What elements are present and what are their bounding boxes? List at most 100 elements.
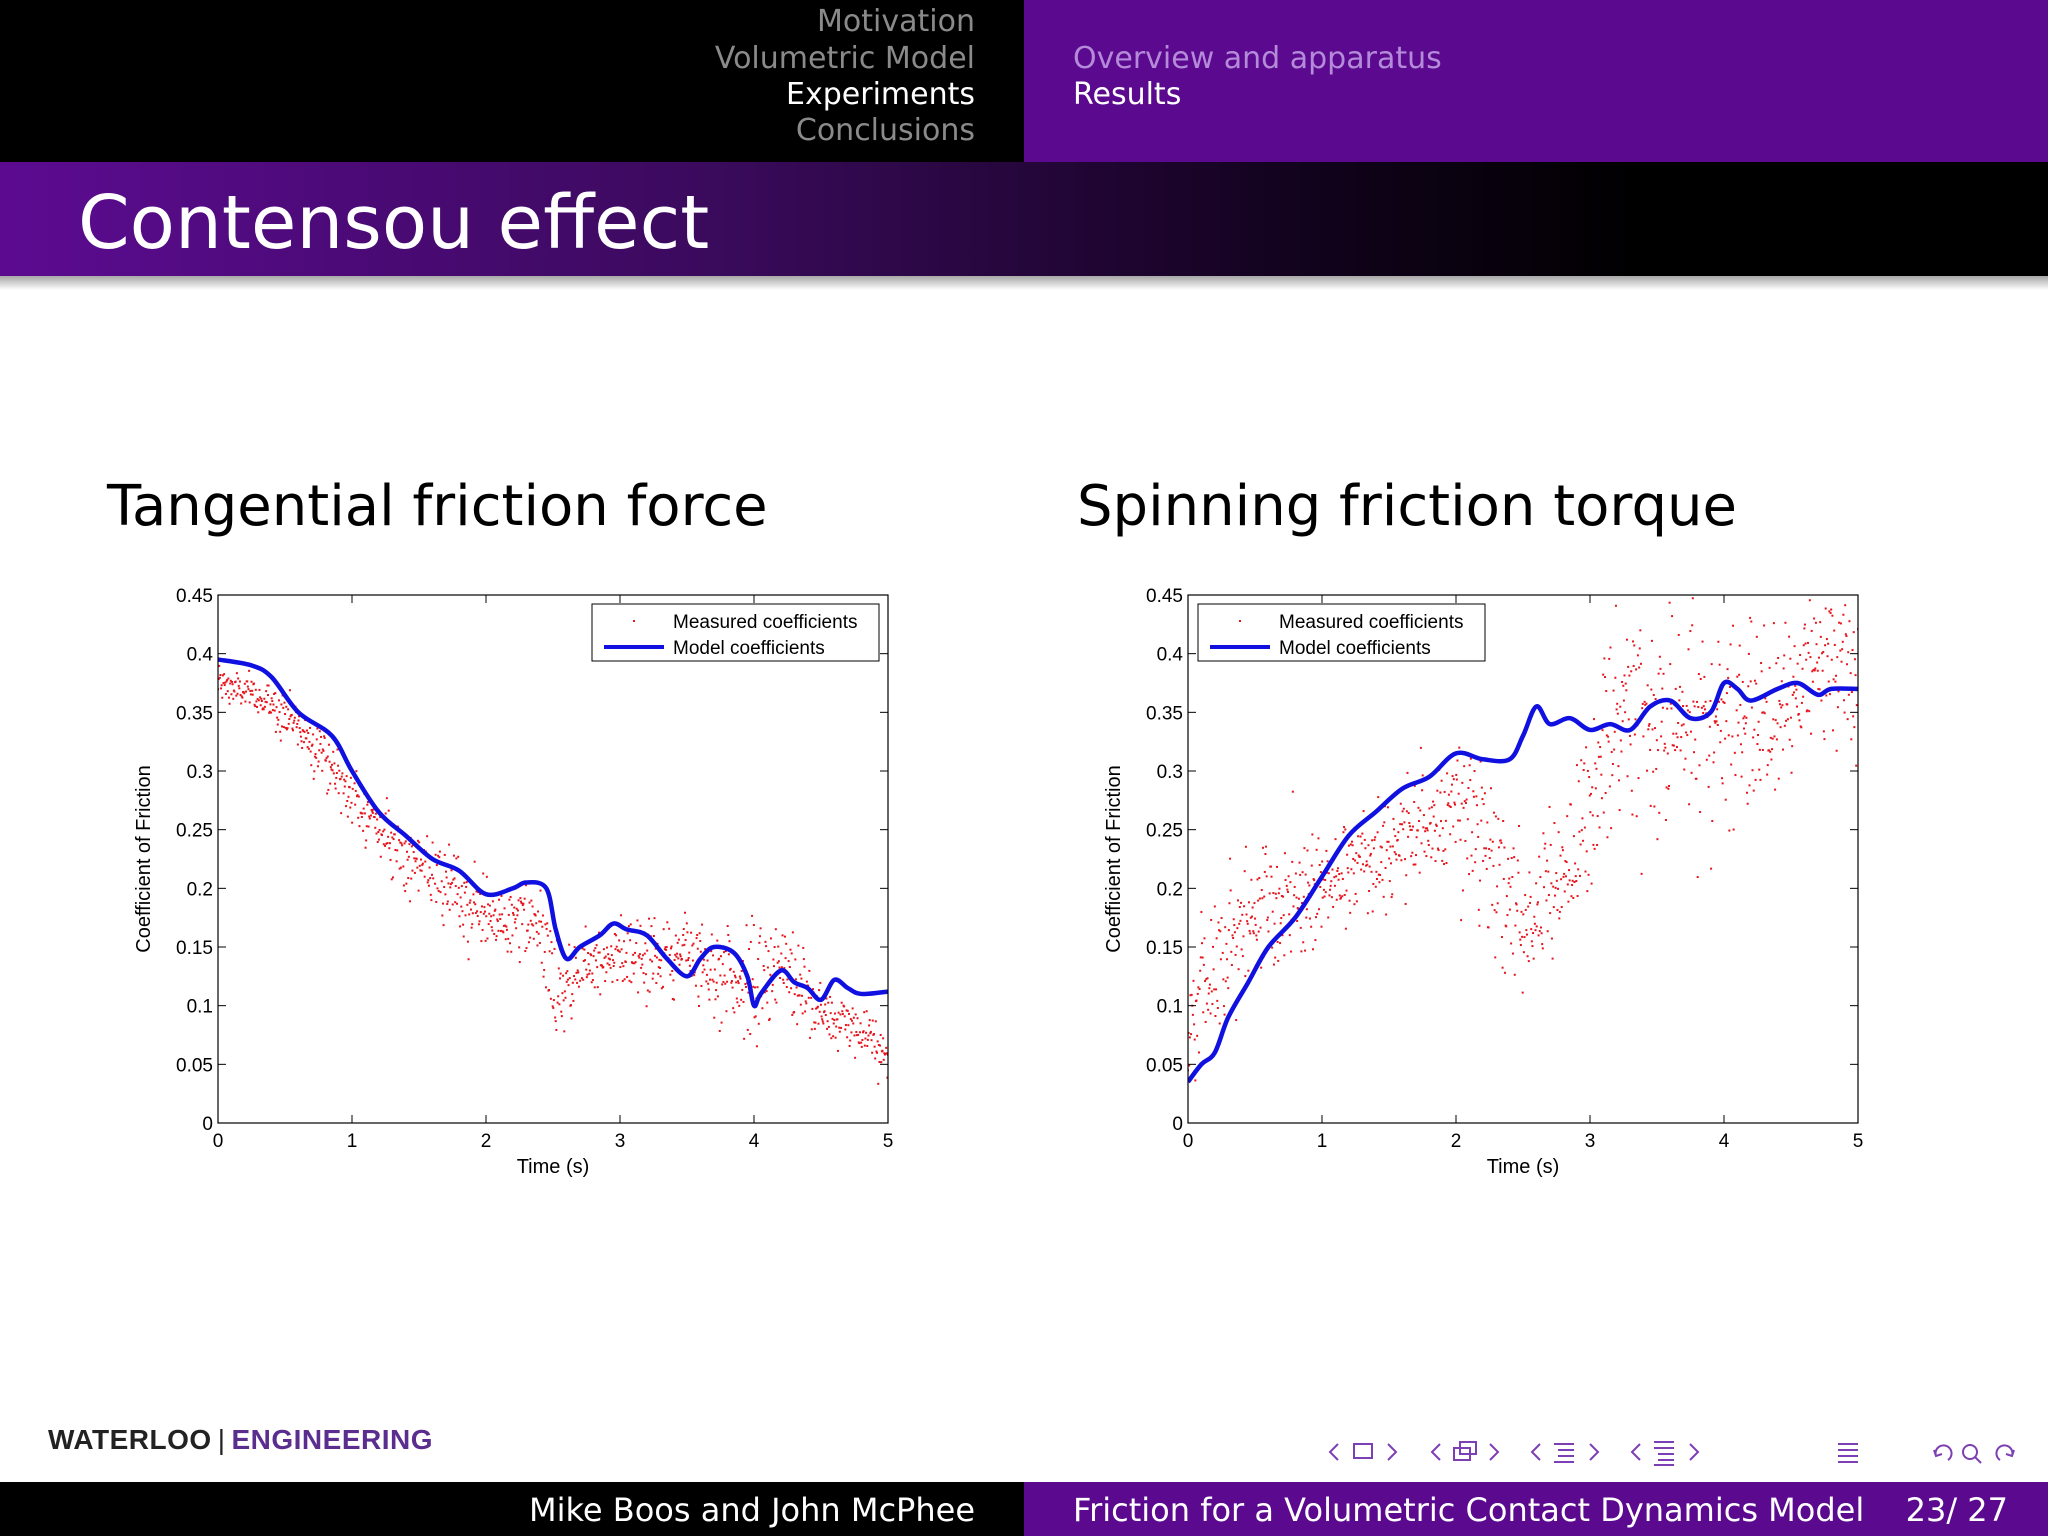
measured-point xyxy=(446,902,449,905)
measured-point xyxy=(746,1028,749,1031)
measured-point xyxy=(1265,845,1268,848)
arrow-right-icon[interactable] xyxy=(1489,1443,1500,1461)
measured-point xyxy=(1201,956,1204,959)
measured-point xyxy=(764,940,767,943)
measured-point xyxy=(1658,811,1661,814)
arrow-right-icon[interactable] xyxy=(1387,1443,1398,1461)
measured-point xyxy=(1772,622,1775,625)
measured-point xyxy=(829,995,832,998)
measured-point xyxy=(1839,622,1842,625)
section-nav-group[interactable] xyxy=(1630,1441,1700,1466)
measured-point xyxy=(1273,922,1276,925)
arrow-left-icon[interactable] xyxy=(1430,1443,1441,1461)
nav-section-conclusions[interactable]: Conclusions xyxy=(795,113,975,148)
measured-point xyxy=(1684,757,1687,760)
nav-section-motivation[interactable]: Motivation xyxy=(817,4,975,39)
measured-point xyxy=(1429,821,1432,824)
frame-nav-group[interactable] xyxy=(1328,1443,1398,1461)
measured-point xyxy=(220,684,223,687)
subsection-icon[interactable] xyxy=(1554,1443,1574,1463)
measured-point xyxy=(1761,748,1764,751)
measured-point xyxy=(1678,685,1681,688)
measured-point xyxy=(1224,926,1227,929)
measured-point xyxy=(1682,723,1685,726)
measured-point xyxy=(844,1028,847,1031)
measured-point xyxy=(1510,942,1513,945)
measured-point xyxy=(1479,760,1482,763)
measured-point xyxy=(596,966,599,969)
measured-point xyxy=(1325,849,1328,852)
measured-point xyxy=(1705,758,1708,761)
measured-point xyxy=(1408,821,1411,824)
measured-point xyxy=(679,955,682,958)
measured-point xyxy=(1768,666,1771,669)
measured-point xyxy=(851,1007,854,1010)
measured-point xyxy=(1287,875,1290,878)
measured-point xyxy=(1628,674,1631,677)
measured-point xyxy=(771,990,774,993)
measured-point xyxy=(1608,657,1611,660)
back-forward-search-icon[interactable] xyxy=(1933,1444,2015,1464)
measured-point xyxy=(1484,854,1487,857)
measured-point xyxy=(1657,672,1660,675)
measured-point xyxy=(1568,869,1571,872)
toc-icon[interactable] xyxy=(1838,1443,1858,1463)
measured-point xyxy=(1543,886,1546,889)
measured-point xyxy=(357,795,360,798)
measured-point xyxy=(871,1051,874,1054)
measured-point xyxy=(1314,939,1317,942)
measured-point xyxy=(1753,728,1756,731)
arrow-right-icon[interactable] xyxy=(1589,1443,1600,1461)
measured-point xyxy=(801,1012,804,1015)
measured-point xyxy=(1635,668,1638,671)
measured-point xyxy=(1197,986,1200,989)
nav-section-experiments[interactable]: Experiments xyxy=(786,77,975,112)
measured-point xyxy=(708,978,711,981)
measured-point xyxy=(1375,877,1378,880)
section-icon[interactable] xyxy=(1654,1441,1674,1466)
measured-point xyxy=(1472,790,1475,793)
measured-point xyxy=(1517,871,1520,874)
subsection-nav-group[interactable] xyxy=(1530,1443,1600,1463)
measured-point xyxy=(498,898,501,901)
measured-point xyxy=(560,1015,563,1018)
measured-point xyxy=(788,966,791,969)
measured-point xyxy=(1193,1038,1196,1041)
measured-point xyxy=(788,991,791,994)
measured-point xyxy=(476,914,479,917)
measured-point xyxy=(1853,726,1856,729)
measured-point xyxy=(668,927,671,930)
measured-point xyxy=(1725,720,1728,723)
measured-point xyxy=(530,923,533,926)
nav-subsection-overview[interactable]: Overview and apparatus xyxy=(1073,41,1442,76)
slides-nav-group[interactable] xyxy=(1430,1441,1500,1461)
measured-point xyxy=(1516,909,1519,912)
arrow-right-icon[interactable] xyxy=(1689,1443,1700,1461)
measured-point xyxy=(1703,675,1706,678)
arrow-left-icon[interactable] xyxy=(1630,1443,1641,1461)
measured-point xyxy=(1563,872,1566,875)
measured-point xyxy=(1605,734,1608,737)
measured-point xyxy=(220,687,223,690)
arrow-left-icon[interactable] xyxy=(1530,1443,1541,1461)
measured-point xyxy=(1731,735,1734,738)
measured-point xyxy=(1816,669,1819,672)
measured-point xyxy=(1315,848,1318,851)
measured-point xyxy=(1623,674,1626,677)
measured-point xyxy=(843,1005,846,1008)
measured-point xyxy=(1741,751,1744,754)
frame-icon[interactable] xyxy=(1353,1443,1373,1459)
measured-point xyxy=(720,1021,723,1024)
measured-point xyxy=(1346,853,1349,856)
nav-section-volumetric-model[interactable]: Volumetric Model xyxy=(714,41,975,76)
measured-point xyxy=(1675,746,1678,749)
measured-point xyxy=(1667,787,1670,790)
measured-point xyxy=(1446,803,1449,806)
measured-point xyxy=(1214,1015,1217,1017)
measured-point xyxy=(1622,684,1625,687)
measured-point xyxy=(1358,855,1361,858)
measured-point xyxy=(1523,936,1526,939)
arrow-left-icon[interactable] xyxy=(1328,1443,1339,1461)
nav-subsection-results[interactable]: Results xyxy=(1073,77,1182,112)
measured-point xyxy=(426,881,429,884)
